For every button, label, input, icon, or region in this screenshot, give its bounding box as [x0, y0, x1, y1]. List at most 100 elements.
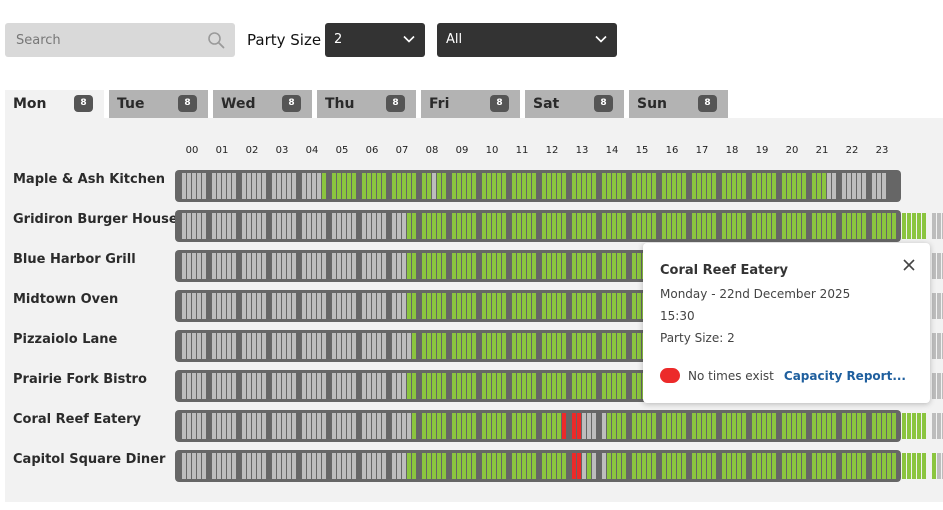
available-slot[interactable]: [482, 453, 486, 479]
available-slot[interactable]: [792, 453, 796, 479]
available-slot[interactable]: [437, 213, 441, 239]
unavailable-slot[interactable]: [187, 333, 191, 359]
available-slot[interactable]: [802, 173, 806, 199]
available-slot[interactable]: [647, 173, 651, 199]
available-slot[interactable]: [502, 213, 506, 239]
available-slot[interactable]: [577, 293, 581, 319]
available-slot[interactable]: [882, 213, 886, 239]
available-slot[interactable]: [347, 173, 351, 199]
unavailable-slot[interactable]: [347, 373, 351, 399]
available-slot[interactable]: [862, 453, 866, 479]
available-slot[interactable]: [482, 253, 486, 279]
available-slot[interactable]: [682, 453, 686, 479]
available-slot[interactable]: [437, 453, 441, 479]
available-slot[interactable]: [407, 213, 411, 239]
unavailable-slot[interactable]: [197, 333, 201, 359]
available-slot[interactable]: [612, 373, 616, 399]
available-slot[interactable]: [532, 373, 536, 399]
available-slot[interactable]: [372, 173, 376, 199]
unavailable-slot[interactable]: [347, 453, 351, 479]
available-slot[interactable]: [907, 453, 911, 479]
unavailable-slot[interactable]: [317, 333, 321, 359]
unavailable-slot[interactable]: [322, 293, 326, 319]
available-slot[interactable]: [517, 293, 521, 319]
unavailable-slot[interactable]: [227, 373, 231, 399]
unavailable-slot[interactable]: [302, 453, 306, 479]
available-slot[interactable]: [437, 373, 441, 399]
available-slot[interactable]: [917, 453, 921, 479]
unavailable-slot[interactable]: [317, 253, 321, 279]
available-slot[interactable]: [587, 213, 591, 239]
unavailable-slot[interactable]: [212, 253, 216, 279]
available-slot[interactable]: [622, 173, 626, 199]
unavailable-slot[interactable]: [272, 253, 276, 279]
unavailable-slot[interactable]: [337, 213, 341, 239]
unavailable-slot[interactable]: [202, 413, 206, 439]
available-slot[interactable]: [787, 413, 791, 439]
available-slot[interactable]: [542, 373, 546, 399]
available-slot[interactable]: [457, 413, 461, 439]
available-slot[interactable]: [842, 213, 846, 239]
available-slot[interactable]: [817, 213, 821, 239]
unavailable-slot[interactable]: [352, 333, 356, 359]
available-slot[interactable]: [607, 213, 611, 239]
available-slot[interactable]: [752, 453, 756, 479]
available-slot[interactable]: [652, 453, 656, 479]
available-slot[interactable]: [617, 253, 621, 279]
unavailable-slot[interactable]: [277, 413, 281, 439]
unavailable-slot[interactable]: [197, 253, 201, 279]
unavailable-slot[interactable]: [312, 413, 316, 439]
available-slot[interactable]: [442, 293, 446, 319]
available-slot[interactable]: [472, 453, 476, 479]
unavailable-slot[interactable]: [222, 333, 226, 359]
available-slot[interactable]: [542, 333, 546, 359]
unavailable-slot[interactable]: [227, 453, 231, 479]
unavailable-slot[interactable]: [337, 333, 341, 359]
available-slot[interactable]: [632, 413, 636, 439]
unavailable-slot[interactable]: [322, 333, 326, 359]
available-slot[interactable]: [757, 453, 761, 479]
available-slot[interactable]: [607, 333, 611, 359]
available-slot[interactable]: [722, 413, 726, 439]
available-slot[interactable]: [362, 173, 366, 199]
unavailable-slot[interactable]: [197, 213, 201, 239]
unavailable-slot[interactable]: [592, 413, 596, 439]
unavailable-slot[interactable]: [282, 373, 286, 399]
available-slot[interactable]: [762, 453, 766, 479]
unavailable-slot[interactable]: [377, 293, 381, 319]
unavailable-slot[interactable]: [312, 253, 316, 279]
available-slot[interactable]: [767, 413, 771, 439]
unavailable-slot[interactable]: [432, 173, 436, 199]
available-slot[interactable]: [422, 333, 426, 359]
unavailable-slot[interactable]: [402, 293, 406, 319]
available-slot[interactable]: [742, 413, 746, 439]
tab-fri[interactable]: Fri 8: [421, 90, 520, 118]
unavailable-slot[interactable]: [582, 453, 586, 479]
unavailable-slot[interactable]: [277, 453, 281, 479]
available-slot[interactable]: [577, 213, 581, 239]
available-slot[interactable]: [637, 293, 641, 319]
available-slot[interactable]: [492, 453, 496, 479]
available-slot[interactable]: [407, 173, 411, 199]
unavailable-slot[interactable]: [272, 333, 276, 359]
tab-sat[interactable]: Sat 8: [525, 90, 624, 118]
available-slot[interactable]: [792, 413, 796, 439]
available-slot[interactable]: [587, 293, 591, 319]
available-slot[interactable]: [457, 253, 461, 279]
available-slot[interactable]: [352, 173, 356, 199]
unavailable-slot[interactable]: [212, 373, 216, 399]
available-slot[interactable]: [522, 413, 526, 439]
unavailable-slot[interactable]: [257, 413, 261, 439]
unavailable-slot[interactable]: [322, 413, 326, 439]
available-slot[interactable]: [617, 453, 621, 479]
available-slot[interactable]: [902, 213, 906, 239]
available-slot[interactable]: [752, 173, 756, 199]
unavailable-slot[interactable]: [362, 253, 366, 279]
unavailable-slot[interactable]: [292, 453, 296, 479]
available-slot[interactable]: [632, 173, 636, 199]
unavailable-slot[interactable]: [347, 253, 351, 279]
available-slot[interactable]: [497, 213, 501, 239]
unavailable-slot[interactable]: [367, 413, 371, 439]
available-slot[interactable]: [502, 293, 506, 319]
available-slot[interactable]: [757, 213, 761, 239]
